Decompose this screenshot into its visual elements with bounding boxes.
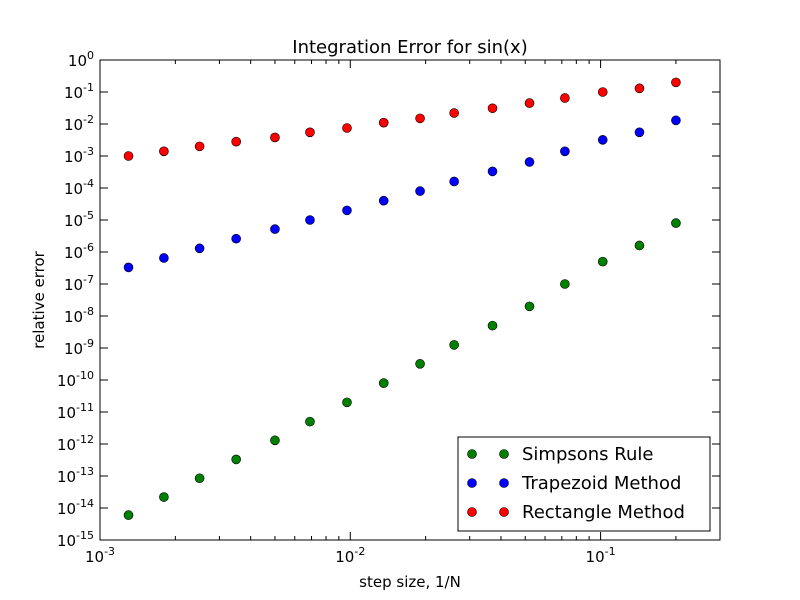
data-point — [671, 115, 681, 126]
plot-frame — [99, 59, 721, 541]
legend-marker — [467, 449, 477, 459]
data-point — [342, 397, 352, 408]
y-tick-label: 10-13 — [57, 465, 94, 486]
data-point — [231, 136, 241, 147]
data-point — [634, 240, 645, 251]
data-point — [634, 127, 645, 138]
data-point — [194, 473, 205, 484]
legend-entries: Simpsons Rule Trapezoid Method Rectangle M… — [467, 444, 685, 523]
data-point — [194, 243, 205, 254]
data-point — [415, 186, 425, 196]
data-point — [270, 224, 280, 234]
data-point — [378, 117, 389, 128]
data-point — [487, 320, 498, 331]
data-point — [671, 218, 681, 228]
y-tick-label: 10-2 — [64, 113, 94, 134]
axis-ticks: 10-3 10-2 10-1 100 10-1 10-2 10-3 10-4 10-5 10-6 1… — [57, 49, 720, 566]
y-tick-label: 10-9 — [64, 337, 94, 358]
legend-marker — [499, 507, 509, 517]
y-tick-label: 10-3 — [64, 145, 94, 166]
data-point — [449, 108, 459, 118]
y-tick-label: 10-11 — [57, 401, 94, 422]
data-point — [487, 166, 498, 177]
data-point — [194, 141, 205, 152]
legend-marker — [499, 478, 509, 488]
data-point — [305, 127, 315, 138]
data-point — [597, 135, 608, 145]
data-point — [597, 256, 608, 267]
y-tick-label: 10-1 — [64, 81, 94, 102]
legend-label: Simpsons Rule — [522, 444, 653, 465]
x-tick-label: 10-2 — [335, 545, 365, 566]
legend-marker — [467, 478, 477, 488]
data-point — [378, 195, 389, 206]
x-tick-label: 10-1 — [586, 545, 616, 566]
data-point — [524, 301, 535, 312]
data-point — [415, 113, 425, 124]
legend: Simpsons Rule Trapezoid Method Rectangle M… — [457, 436, 711, 532]
y-tick-label: 10-6 — [64, 241, 94, 262]
y-tick-label: 10-5 — [64, 209, 94, 230]
data-point — [378, 378, 389, 388]
data-point — [487, 103, 498, 114]
y-tick-label: 100 — [68, 49, 94, 70]
data-point — [123, 510, 134, 520]
data-point — [159, 146, 169, 157]
y-tick-label: 10-8 — [64, 305, 94, 326]
data-point — [449, 340, 459, 350]
data-point — [560, 93, 570, 103]
x-tick-label: 10-3 — [85, 545, 115, 566]
series-trapezoid-method — [123, 115, 681, 273]
series-rectangle-method — [123, 77, 681, 161]
data-point — [231, 454, 241, 465]
data-point — [560, 146, 570, 157]
data-point — [597, 87, 608, 97]
data-point — [415, 359, 425, 369]
data-point — [342, 205, 352, 216]
legend-marker — [467, 507, 477, 517]
data-point — [305, 215, 315, 225]
x-axis-label: step size, 1/N — [359, 573, 461, 591]
y-tick-label: 10-12 — [57, 433, 94, 454]
legend-label: Rectangle Method — [522, 502, 685, 523]
series-simpsons-rule — [123, 218, 681, 520]
data-point — [123, 151, 134, 161]
y-tick-label: 10-7 — [64, 273, 94, 294]
chart-title: Integration Error for sin(x) — [292, 37, 527, 58]
data-point — [524, 98, 535, 108]
data-point — [342, 123, 352, 133]
data-point — [123, 262, 134, 273]
y-tick-label: 10-10 — [57, 369, 94, 390]
y-tick-label: 10-15 — [57, 529, 94, 550]
data-point — [305, 416, 315, 427]
legend-label: Trapezoid Method — [521, 473, 681, 494]
y-tick-label: 10-4 — [64, 177, 94, 198]
data-point — [159, 253, 169, 263]
y-tick-label: 10-14 — [57, 497, 94, 518]
data-point — [449, 176, 459, 187]
data-point — [159, 492, 169, 502]
data-point — [270, 132, 280, 143]
legend-marker — [499, 449, 509, 459]
data-points — [123, 77, 681, 520]
data-point — [671, 77, 681, 88]
y-axis-label: relative error — [30, 250, 48, 348]
data-point — [560, 279, 570, 289]
data-point — [524, 157, 535, 167]
data-point — [634, 83, 645, 94]
data-point — [270, 435, 280, 446]
data-point — [231, 233, 241, 244]
